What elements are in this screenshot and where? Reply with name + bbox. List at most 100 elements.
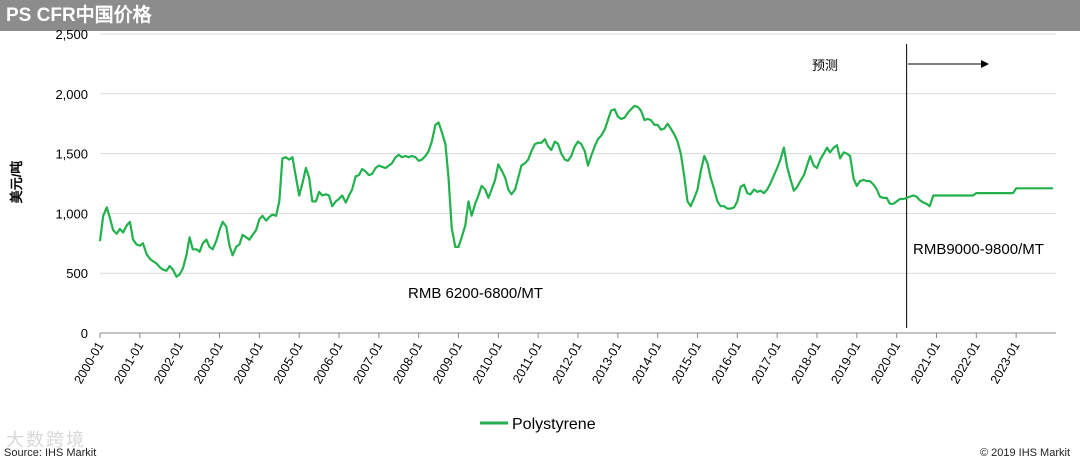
data-point	[189, 236, 191, 238]
data-point	[504, 176, 506, 179]
data-point	[156, 263, 158, 265]
data-point	[634, 105, 636, 107]
data-point	[829, 151, 831, 153]
data-point	[866, 180, 868, 182]
data-point	[447, 176, 450, 179]
x-tick-label: 2000-01	[72, 339, 107, 386]
data-point	[507, 188, 509, 191]
data-point	[421, 159, 423, 161]
data-point	[929, 205, 931, 207]
forecast-label: 预测	[812, 58, 838, 73]
data-point	[271, 214, 274, 216]
data-point	[587, 165, 589, 167]
x-tick-label: 2023-01	[988, 339, 1023, 386]
data-point	[686, 200, 689, 202]
data-point	[391, 162, 393, 164]
data-point	[202, 242, 204, 244]
data-point	[773, 174, 775, 176]
data-point	[637, 106, 639, 108]
data-point	[139, 245, 141, 247]
data-point	[434, 124, 436, 126]
data-point	[726, 208, 729, 210]
x-tick-label: 2013-01	[589, 339, 624, 386]
data-point	[401, 156, 403, 158]
data-point	[816, 167, 818, 169]
y-axis-label: 美元/吨	[9, 161, 24, 204]
x-tick-label: 2015-01	[669, 339, 704, 386]
data-point	[404, 155, 407, 157]
data-point	[899, 198, 901, 200]
data-point	[530, 150, 533, 152]
data-point	[165, 270, 168, 272]
y-tick-label: 1,500	[55, 147, 88, 162]
data-point	[345, 202, 347, 204]
x-tick-label: 2009-01	[430, 339, 465, 386]
data-point	[341, 194, 343, 197]
data-point	[136, 243, 138, 246]
data-point	[833, 147, 835, 149]
data-point	[1012, 192, 1014, 194]
x-tick-label: 2007-01	[350, 339, 385, 386]
data-point	[886, 197, 888, 199]
data-point	[514, 188, 516, 191]
data-point	[315, 200, 317, 202]
data-point	[298, 194, 300, 197]
data-point	[843, 151, 845, 153]
x-tick-label: 2002-01	[151, 339, 186, 386]
data-point	[604, 129, 606, 131]
data-point	[597, 138, 599, 140]
data-point	[700, 170, 702, 173]
data-point	[285, 156, 287, 158]
data-point	[99, 240, 101, 242]
source-note: Source: IHS Markit	[4, 447, 97, 459]
x-tick-label: 2019-01	[828, 339, 863, 386]
data-point	[853, 178, 855, 180]
data-point	[723, 205, 725, 207]
data-point	[295, 176, 297, 179]
data-point	[371, 173, 373, 175]
data-point	[610, 109, 612, 112]
data-point	[753, 188, 755, 191]
data-point	[308, 176, 310, 179]
data-point	[185, 254, 187, 256]
data-point	[208, 246, 211, 248]
data-point	[348, 194, 350, 197]
data-point	[142, 242, 144, 244]
data-point	[238, 243, 240, 246]
data-point	[365, 170, 367, 173]
data-point	[119, 228, 121, 230]
data-point	[670, 127, 672, 130]
data-point	[199, 251, 201, 253]
data-point	[667, 123, 669, 125]
data-point	[477, 194, 479, 197]
data-point	[793, 190, 795, 192]
data-point	[590, 155, 592, 157]
data-point	[510, 193, 513, 195]
x-tick-label: 2016-01	[709, 339, 744, 386]
data-point	[172, 269, 174, 271]
data-point	[321, 194, 323, 197]
data-point	[408, 156, 410, 158]
data-point	[388, 165, 390, 167]
data-point	[398, 154, 400, 156]
data-point	[122, 231, 124, 234]
x-tick-label: 2011-01	[510, 339, 545, 385]
x-tick-label: 2004-01	[231, 339, 266, 386]
data-point	[756, 191, 758, 193]
data-point	[879, 196, 881, 198]
data-point	[677, 141, 679, 143]
data-point	[839, 157, 841, 159]
data-point	[620, 118, 622, 120]
x-tick-label: 2022-01	[948, 339, 983, 386]
data-point	[995, 192, 997, 194]
data-point	[152, 260, 154, 262]
data-point	[703, 155, 705, 157]
data-point	[564, 159, 566, 161]
data-point	[925, 203, 928, 205]
data-point	[527, 159, 529, 161]
data-point	[335, 200, 337, 202]
data-point	[600, 135, 602, 137]
data-point	[278, 200, 280, 202]
data-point	[411, 155, 413, 157]
